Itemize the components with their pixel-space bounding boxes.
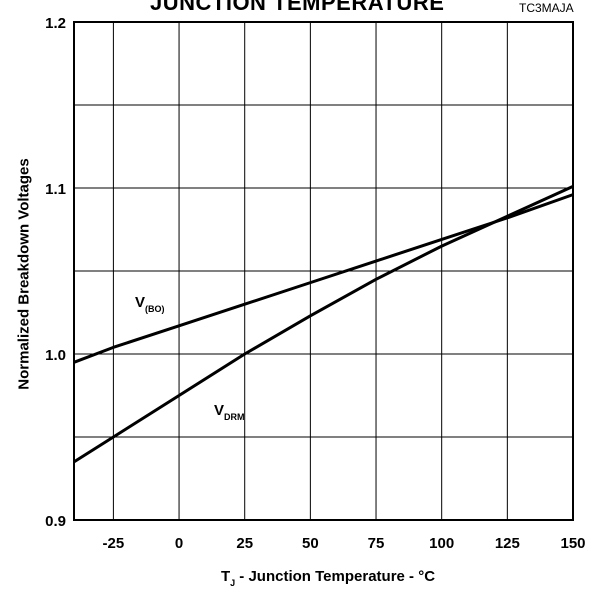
tick-labels: -25 0 25 50 75 100 125 150 0.9 1.0 1.1 1.2 bbox=[45, 15, 585, 552]
y-tick-label: 1.1 bbox=[45, 181, 66, 198]
x-tick-label: 75 bbox=[368, 535, 385, 552]
x-axis-label-sub: J bbox=[230, 578, 236, 588]
series-label-vbo: V(BO) bbox=[135, 294, 165, 314]
x-tick-label: -25 bbox=[103, 535, 125, 552]
series-label-vdrm: VDRM bbox=[214, 402, 245, 422]
series-line-vdrm bbox=[73, 184, 574, 464]
plot-frame bbox=[73, 21, 574, 521]
y-tick-label: 0.9 bbox=[45, 513, 66, 530]
x-tick-label: 0 bbox=[175, 535, 183, 552]
x-axis-label: TJ - Junction Temperature - °C bbox=[221, 568, 435, 588]
x-tick-label: 125 bbox=[495, 535, 520, 552]
x-tick-label: 150 bbox=[560, 535, 585, 552]
x-tick-label: 25 bbox=[236, 535, 253, 552]
figure-code: TC3MAJA bbox=[519, 1, 574, 15]
y-tick-label: 1.0 bbox=[45, 347, 66, 364]
y-axis-label: Normalized Breakdown Voltages bbox=[15, 158, 33, 390]
chart-title: JUNCTION TEMPERATURE bbox=[150, 0, 445, 15]
x-axis-label-rest: - Junction Temperature - °C bbox=[235, 568, 436, 585]
y-tick-label: 1.2 bbox=[45, 15, 66, 32]
series-layer bbox=[73, 184, 574, 464]
x-tick-label: 50 bbox=[302, 535, 319, 552]
grid bbox=[74, 22, 573, 520]
x-axis-label-main: T bbox=[220, 568, 231, 585]
x-tick-label: 100 bbox=[429, 535, 454, 552]
